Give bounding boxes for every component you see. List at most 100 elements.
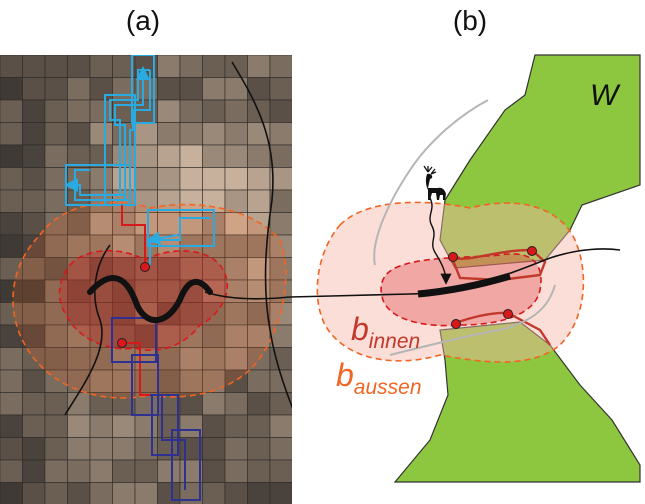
raster-cell [269,437,292,461]
raster-cell [269,99,292,123]
raster-cell [0,437,23,461]
entry-point-dot-b-3 [451,319,461,329]
raster-cell [247,55,271,78]
raster-cell [89,459,113,483]
forest-area-bottom [393,321,641,483]
raster-cell [44,99,68,123]
raster-cell [202,392,226,416]
raster-cell [269,77,292,101]
infrastructure-line-a [87,275,213,323]
raster-cell [89,482,113,504]
movement-arrow [429,197,452,285]
raster-cell [22,99,46,123]
raster-cell [269,55,292,78]
raster-cell [224,482,248,504]
raster-cell [22,459,46,483]
path-cell-outline-blue-right [147,209,215,247]
raster-panel [0,55,292,504]
path-cell-outline-navy-2 [131,354,159,416]
raster-cell [269,212,292,236]
raster-cell [202,167,226,191]
raster-cell [44,189,68,213]
raster-cell [67,414,91,438]
infrastructure-line-b [417,272,512,298]
least-cost-path-blue-right [149,217,210,265]
raster-cell [112,414,136,438]
raster-cell [202,77,226,101]
raster-cell [0,99,23,123]
path-cell-outline-navy-4 [171,429,201,501]
forest-edge-highlight-top [450,248,547,282]
path-cell-outline-navy-3 [151,394,179,456]
raster-cell [179,122,203,146]
raster-cell [224,122,248,146]
raster-cell [134,414,158,438]
raster-cell [67,55,91,78]
raster-cell [224,77,248,101]
raster-cell [224,189,248,213]
raster-cell [247,482,271,504]
raster-cell [247,459,271,483]
raster-cell [112,482,136,504]
raster-cell [224,392,248,416]
inner-buffer-label: binnen [351,311,420,353]
raster-cell [157,144,181,168]
forest-label: W [590,79,621,112]
raster-cell [0,55,23,78]
raster-cell [134,459,158,483]
raster-cell [269,392,292,416]
raster-cell [247,437,271,461]
raster-cell [157,122,181,146]
raster-cell [179,77,203,101]
raster-cell [0,144,23,168]
raster-cell [134,122,158,146]
raster-cell [224,167,248,191]
least-cost-path-red-top [121,205,146,267]
path-cell-outline-navy-1 [111,317,157,363]
raster-cell [157,55,181,78]
raster-cell [157,459,181,483]
raster-cell [179,55,203,78]
raster-cell [67,459,91,483]
raster-cell [202,144,226,168]
deer-icon [423,165,446,200]
least-cost-path-blue-left2 [64,178,125,196]
raster-cell [0,414,23,438]
raster-cell [247,167,271,191]
raster-cell [224,55,248,78]
raster-cell [134,167,158,191]
raster-cell [67,77,91,101]
raster-cell [22,369,46,393]
entry-point-dot-a-2 [117,338,127,348]
raster-cell [22,189,46,213]
raster-cell [134,144,158,168]
raster-cell [157,99,181,123]
raster-cell [89,55,113,78]
raster-cell [44,437,68,461]
raster-cell [202,55,226,78]
raster-cell [22,77,46,101]
raster-cell [269,369,292,393]
raster-cell [67,392,91,416]
path-cell-outline-blue-top [131,55,155,124]
raster-cell [44,414,68,438]
road-line-a [64,244,111,416]
raster-cell [22,55,46,78]
raster-cell [224,414,248,438]
raster-cell [89,167,113,191]
raster-cell [89,77,113,101]
raster-cell [0,234,23,258]
raster-cell [157,77,181,101]
raster-cell [67,482,91,504]
raster-cell [202,437,226,461]
raster-cell [0,167,23,191]
raster-cell [44,144,68,168]
raster-cell [269,414,292,438]
raster-cell [44,392,68,416]
raster-cell [22,392,46,416]
path-cell-outline-blue-left [65,164,131,206]
raster-cell [0,482,23,504]
raster-cell [269,189,292,213]
schema-panel: W binnen baussen [289,54,641,483]
raster-cell [269,122,292,146]
